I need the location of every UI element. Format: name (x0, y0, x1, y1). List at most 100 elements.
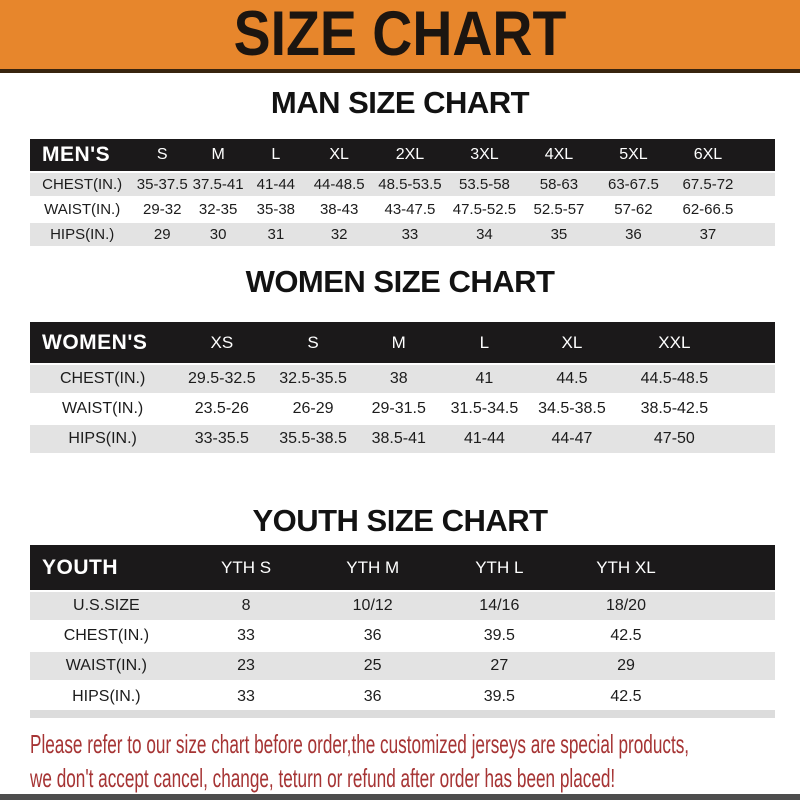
men-header-row: MEN'S S M L XL 2XL 3XL 4XL 5XL 6XL (30, 139, 775, 172)
size-value: 39.5 (436, 621, 563, 651)
size-value: 29 (134, 221, 191, 248)
men-hips-row: HIPS(IN.) 29 30 31 32 33 34 35 36 37 (30, 221, 775, 248)
size-value: 41-44 (439, 423, 530, 455)
size-value: 57-62 (596, 197, 671, 222)
size-value: 23 (182, 650, 310, 682)
spacer-cell (745, 197, 775, 222)
youth-waist-row: WAIST(IN.) 23 25 27 29 (30, 650, 775, 682)
men-table-title: MEN'S (30, 139, 135, 172)
spacer-cell (689, 590, 775, 622)
size-value: 36 (596, 221, 671, 248)
spacer-cell (689, 650, 775, 682)
size-value: 35.5-38.5 (268, 423, 358, 455)
size-value: 25 (309, 650, 436, 682)
size-value: 42.5 (562, 621, 690, 651)
size-value: 34 (447, 221, 522, 248)
size-value: 43-47.5 (372, 197, 448, 222)
row-label: WAIST(IN.) (30, 650, 183, 682)
size-value: 48.5-53.5 (372, 171, 448, 198)
youth-chest-row: CHEST(IN.) 33 36 39.5 42.5 (30, 621, 775, 651)
size-value: 63-67.5 (596, 171, 671, 198)
men-chest-row: CHEST(IN.) 35-37.5 37.5-41 41-44 44-48.5… (30, 171, 775, 198)
women-size-table: WOMEN'S XS S M L XL XXL CHEST(IN.) 29.5-… (30, 322, 775, 455)
spacer-cell (745, 171, 775, 198)
women-header-row: WOMEN'S XS S M L XL XXL (30, 322, 775, 364)
size-value: 29 (562, 650, 690, 682)
bottom-edge-bar (0, 794, 800, 800)
column-header-yth-xl: YTH XL (562, 545, 690, 591)
size-value: 32-35 (190, 197, 247, 222)
spacer-cell (745, 221, 775, 248)
disclaimer-line-2: we don't accept cancel, change, teturn o… (30, 763, 616, 793)
women-section-heading: WOMEN SIZE CHART (245, 264, 555, 299)
size-value: 42.5 (562, 681, 690, 711)
row-label: WAIST(IN.) (30, 394, 176, 424)
size-value: 35-38 (246, 197, 306, 222)
column-header-6xl: 6XL (670, 139, 746, 172)
column-header-s: S (134, 139, 191, 172)
women-hips-row: HIPS(IN.) 33-35.5 35.5-38.5 38.5-41 41-4… (30, 423, 775, 455)
size-value: 32.5-35.5 (268, 363, 358, 395)
size-value: 44.5-48.5 (614, 363, 734, 395)
size-value: 47.5-52.5 (447, 197, 522, 222)
size-value: 44-47 (529, 423, 615, 455)
youth-header-row: YOUTH YTH S YTH M YTH L YTH XL (30, 545, 775, 591)
row-label: CHEST(IN.) (30, 171, 135, 198)
size-value: 36 (309, 681, 436, 711)
size-value: 31.5-34.5 (439, 394, 530, 424)
size-value: 44.5 (529, 363, 615, 395)
women-table-title: WOMEN'S (30, 322, 176, 364)
column-header-xs: XS (175, 322, 269, 364)
size-value: 34.5-38.5 (529, 394, 615, 424)
size-value: 52.5-57 (521, 197, 597, 222)
spacer-cell (733, 363, 775, 395)
size-value: 33 (182, 621, 310, 651)
youth-hips-row: HIPS(IN.) 33 36 39.5 42.5 (30, 681, 775, 711)
column-header-yth-s: YTH S (182, 545, 310, 591)
size-value: 8 (182, 590, 310, 622)
disclaimer-line-1: Please refer to our size chart before or… (30, 729, 690, 759)
size-value: 18/20 (562, 590, 690, 622)
spacer-cell (745, 139, 775, 172)
size-value: 41-44 (246, 171, 306, 198)
row-label: CHEST(IN.) (30, 621, 183, 651)
size-value: 10/12 (309, 590, 436, 622)
column-header-5xl: 5XL (596, 139, 671, 172)
size-value: 38-43 (305, 197, 373, 222)
column-header-yth-m: YTH M (309, 545, 436, 591)
size-value: 53.5-58 (447, 171, 522, 198)
row-label: CHEST(IN.) (30, 363, 176, 395)
size-value: 47-50 (614, 423, 734, 455)
size-value: 29-32 (134, 197, 191, 222)
column-header-m: M (190, 139, 247, 172)
youth-size-table: YOUTH YTH S YTH M YTH L YTH XL U.S.SIZE … (30, 545, 775, 711)
size-value: 14/16 (436, 590, 563, 622)
column-header-3xl: 3XL (447, 139, 522, 172)
size-value: 26-29 (268, 394, 358, 424)
size-value: 23.5-26 (175, 394, 269, 424)
size-value: 33 (182, 681, 310, 711)
spacer-cell (689, 681, 775, 711)
size-value: 38 (357, 363, 440, 395)
disclaimer-text: Please refer to our size chart before or… (30, 727, 690, 795)
size-value: 29-31.5 (357, 394, 440, 424)
size-value: 33-35.5 (175, 423, 269, 455)
spacer-cell (733, 322, 775, 364)
size-value: 38.5-42.5 (614, 394, 734, 424)
size-value: 37.5-41 (190, 171, 247, 198)
banner-title: SIZE CHART (233, 0, 567, 69)
size-value: 30 (190, 221, 247, 248)
row-label: HIPS(IN.) (30, 221, 135, 248)
row-label: WAIST(IN.) (30, 197, 135, 222)
size-value: 35-37.5 (134, 171, 191, 198)
size-value: 33 (372, 221, 448, 248)
column-header-m: M (357, 322, 440, 364)
size-value: 44-48.5 (305, 171, 373, 198)
column-header-2xl: 2XL (372, 139, 448, 172)
row-label: HIPS(IN.) (30, 681, 183, 711)
men-size-table: MEN'S S M L XL 2XL 3XL 4XL 5XL 6XL CHEST… (30, 139, 775, 248)
row-label: U.S.SIZE (30, 590, 183, 622)
size-value: 39.5 (436, 681, 563, 711)
column-header-yth-l: YTH L (436, 545, 563, 591)
youth-table-bottom-strip (30, 710, 775, 718)
